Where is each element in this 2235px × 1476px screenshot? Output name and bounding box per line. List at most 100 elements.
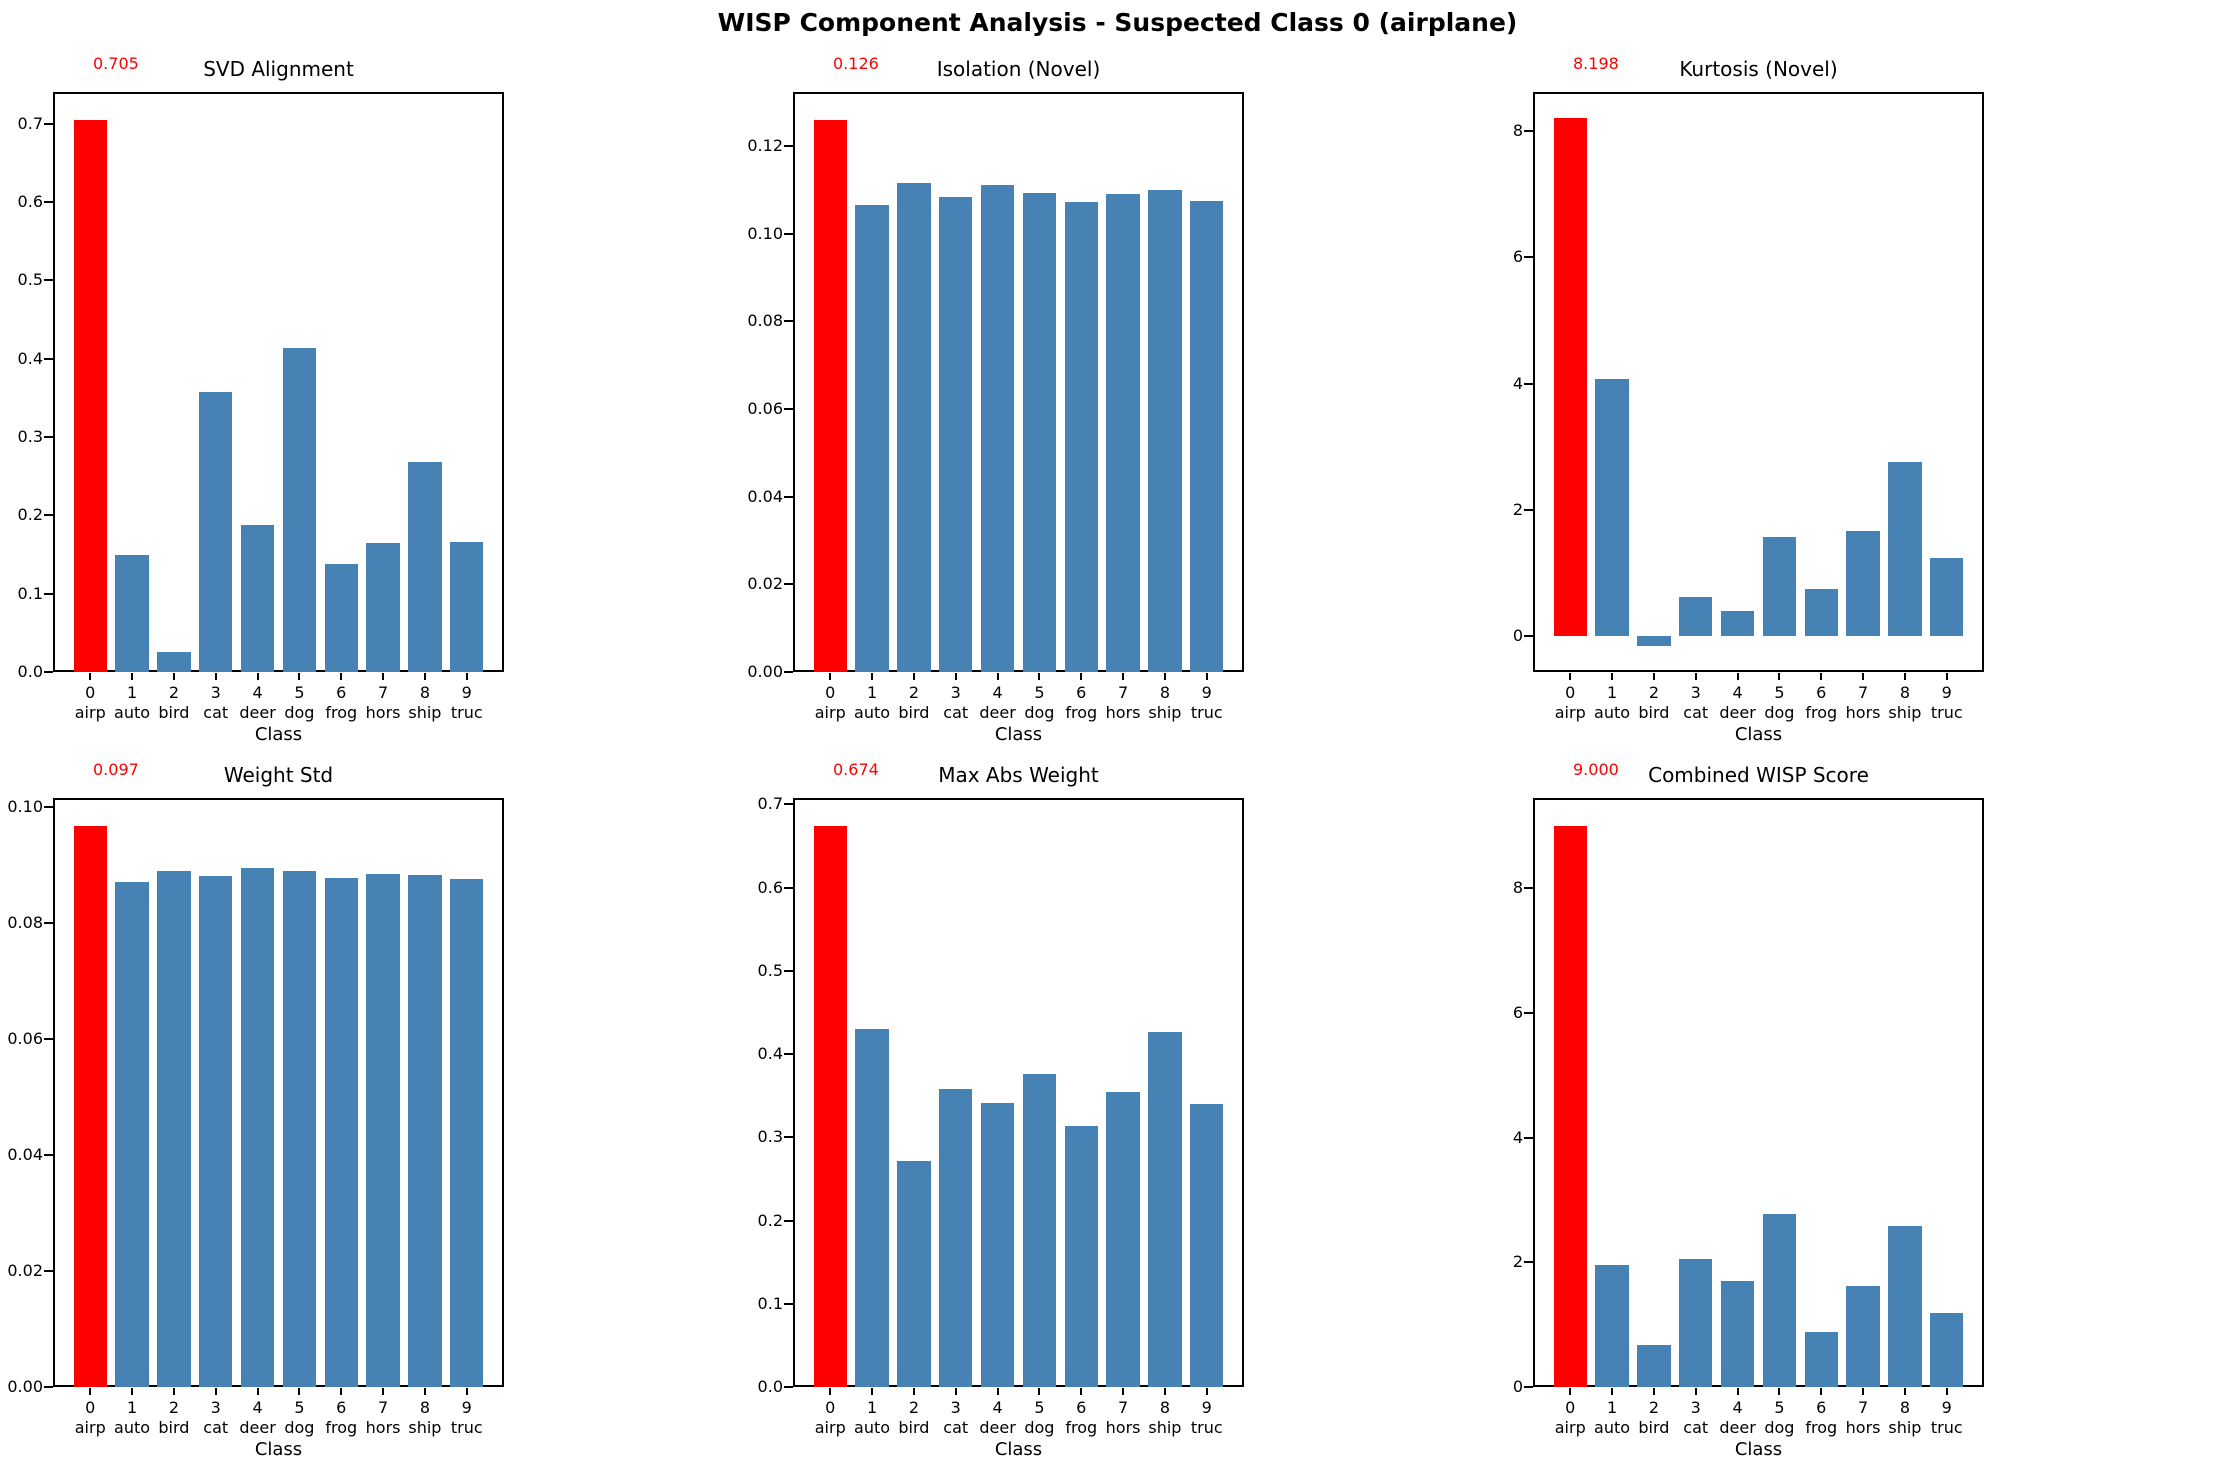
x-tick-label-truc: 9 truc [1162,683,1252,723]
x-tick-classname: airp [814,1418,846,1437]
x-tick-label-ship: 8 ship [1860,683,1950,723]
x-tick-label-cat: 3 cat [1651,683,1741,723]
suspected-value-annotation: 0.674 [833,760,879,779]
x-tick-number: 1 [1606,1398,1618,1417]
x-tick-mark [1862,1388,1865,1395]
x-tick-mark [1778,1388,1781,1395]
bar-weight-std-9 [450,878,484,1387]
y-tick-label: 0.0 [757,1377,783,1396]
x-tick-mark [1945,1388,1948,1395]
x-tick-mark [1080,1388,1083,1395]
bar-max-abs-weight-3 [939,1089,973,1387]
y-tick-label: 0.1 [757,1293,783,1313]
y-tick-label: 0.08 [747,311,783,331]
x-tick-number: 5 [294,1398,305,1417]
bar-isolation-novel-5 [1022,192,1057,672]
x-tick-label-dog: 5 dog [1734,1398,1824,1438]
bar-kurtosis-novel-2 [1637,636,1671,646]
bar-max-abs-weight-6 [1064,1125,1098,1387]
subplot-title-kurtosis-novel: Kurtosis (Novel) [1679,57,1838,81]
x-tick-number: 8 [419,683,431,702]
x-tick-label-frog: 6 frog [1776,683,1866,723]
x-tick-mark [1205,673,1208,680]
y-tick-label: 0.04 [7,1144,43,1164]
y-tick-mark [784,969,793,972]
x-tick-number: 3 [1690,683,1701,702]
x-tick-number: 2 [168,683,179,702]
y-tick-mark [44,1269,53,1272]
y-tick-mark [44,514,53,517]
x-tick-label-frog: 6 frog [1036,683,1126,723]
x-tick-label-hors: 7 hors [1078,1398,1168,1438]
x-tick-classname: auto [114,1418,151,1437]
bar-svd-alignment-1 [115,555,149,672]
x-tick-number: 8 [1899,1398,1911,1417]
x-tick-number: 2 [1648,1398,1659,1417]
x-tick-classname: dog [284,703,315,722]
x-tick-classname: deer [979,703,1016,722]
bar-kurtosis-novel-1 [1595,379,1629,637]
x-tick-classname: truc [1190,1418,1223,1437]
x-tick-classname: cat [943,703,969,722]
x-tick-label-dog: 5 dog [254,1398,344,1438]
x-tick-mark [1122,673,1125,680]
x-tick-classname: hors [1845,1418,1881,1437]
y-tick-label: 0.02 [7,1260,43,1280]
x-tick-number: 5 [294,683,305,702]
x-tick-number: 4 [992,1398,1003,1417]
x-tick-classname: dog [1024,1418,1055,1437]
suspected-value-annotation: 9.000 [1573,760,1619,779]
y-tick-label: 0.08 [7,912,43,932]
x-tick-mark [89,1388,92,1395]
x-tick-number: 5 [1774,683,1785,702]
x-tick-mark [298,673,301,680]
bar-max-abs-weight-4 [980,1103,1015,1387]
y-tick-mark [44,805,53,808]
y-tick-label: 4 [1512,373,1523,393]
y-tick-label: 8 [1512,878,1523,898]
y-tick-label: 0.00 [7,1377,43,1396]
subplot-title-weight-std: Weight Std [223,763,334,787]
x-tick-mark [1652,1388,1655,1395]
x-tick-mark [1778,673,1781,680]
x-tick-mark [382,1388,385,1395]
bar-combined-wisp-score-1 [1595,1265,1629,1387]
x-tick-number: 8 [1159,1398,1171,1417]
x-tick-mark [423,673,426,680]
x-tick-classname: cat [1683,1418,1709,1437]
x-tick-label-bird: 2 bird [869,1398,959,1438]
bar-weight-std-1 [115,881,149,1387]
x-tick-classname: dog [1764,703,1795,722]
x-tick-label-airp: 0 airp [45,683,135,723]
x-tick-classname: airp [1554,703,1586,722]
bar-combined-wisp-score-8 [1888,1226,1922,1387]
y-tick-mark [44,435,53,438]
subplot-title-svd-alignment: SVD Alignment [203,57,354,81]
x-tick-label-cat: 3 cat [171,683,261,723]
x-tick-label-cat: 3 cat [1651,1398,1741,1438]
y-tick-mark [784,1386,793,1388]
x-tick-label-frog: 6 frog [296,683,386,723]
x-tick-mark [1736,1388,1739,1395]
x-tick-mark [1652,673,1655,680]
y-tick-label: 0.10 [7,796,43,816]
x-tick-classname: cat [203,1418,229,1437]
x-tick-number: 6 [1076,683,1087,702]
x-tick-mark [1945,673,1948,680]
x-tick-classname: bird [158,1418,190,1437]
bar-svd-alignment-3 [199,392,233,672]
y-tick-mark [784,671,793,673]
x-tick-number: 8 [1159,683,1171,702]
y-tick-label: 4 [1512,1127,1523,1147]
x-tick-number: 0 [85,683,96,702]
x-tick-classname: dog [284,1418,315,1437]
bar-isolation-novel-9 [1190,200,1224,672]
x-tick-classname: auto [854,703,891,722]
x-tick-classname: frog [325,1418,358,1437]
bar-svd-alignment-7 [366,542,400,672]
x-tick-mark [871,1388,874,1395]
bar-combined-wisp-score-2 [1637,1344,1671,1387]
x-tick-number: 7 [377,1398,389,1417]
suspected-value-annotation: 0.126 [833,54,879,73]
